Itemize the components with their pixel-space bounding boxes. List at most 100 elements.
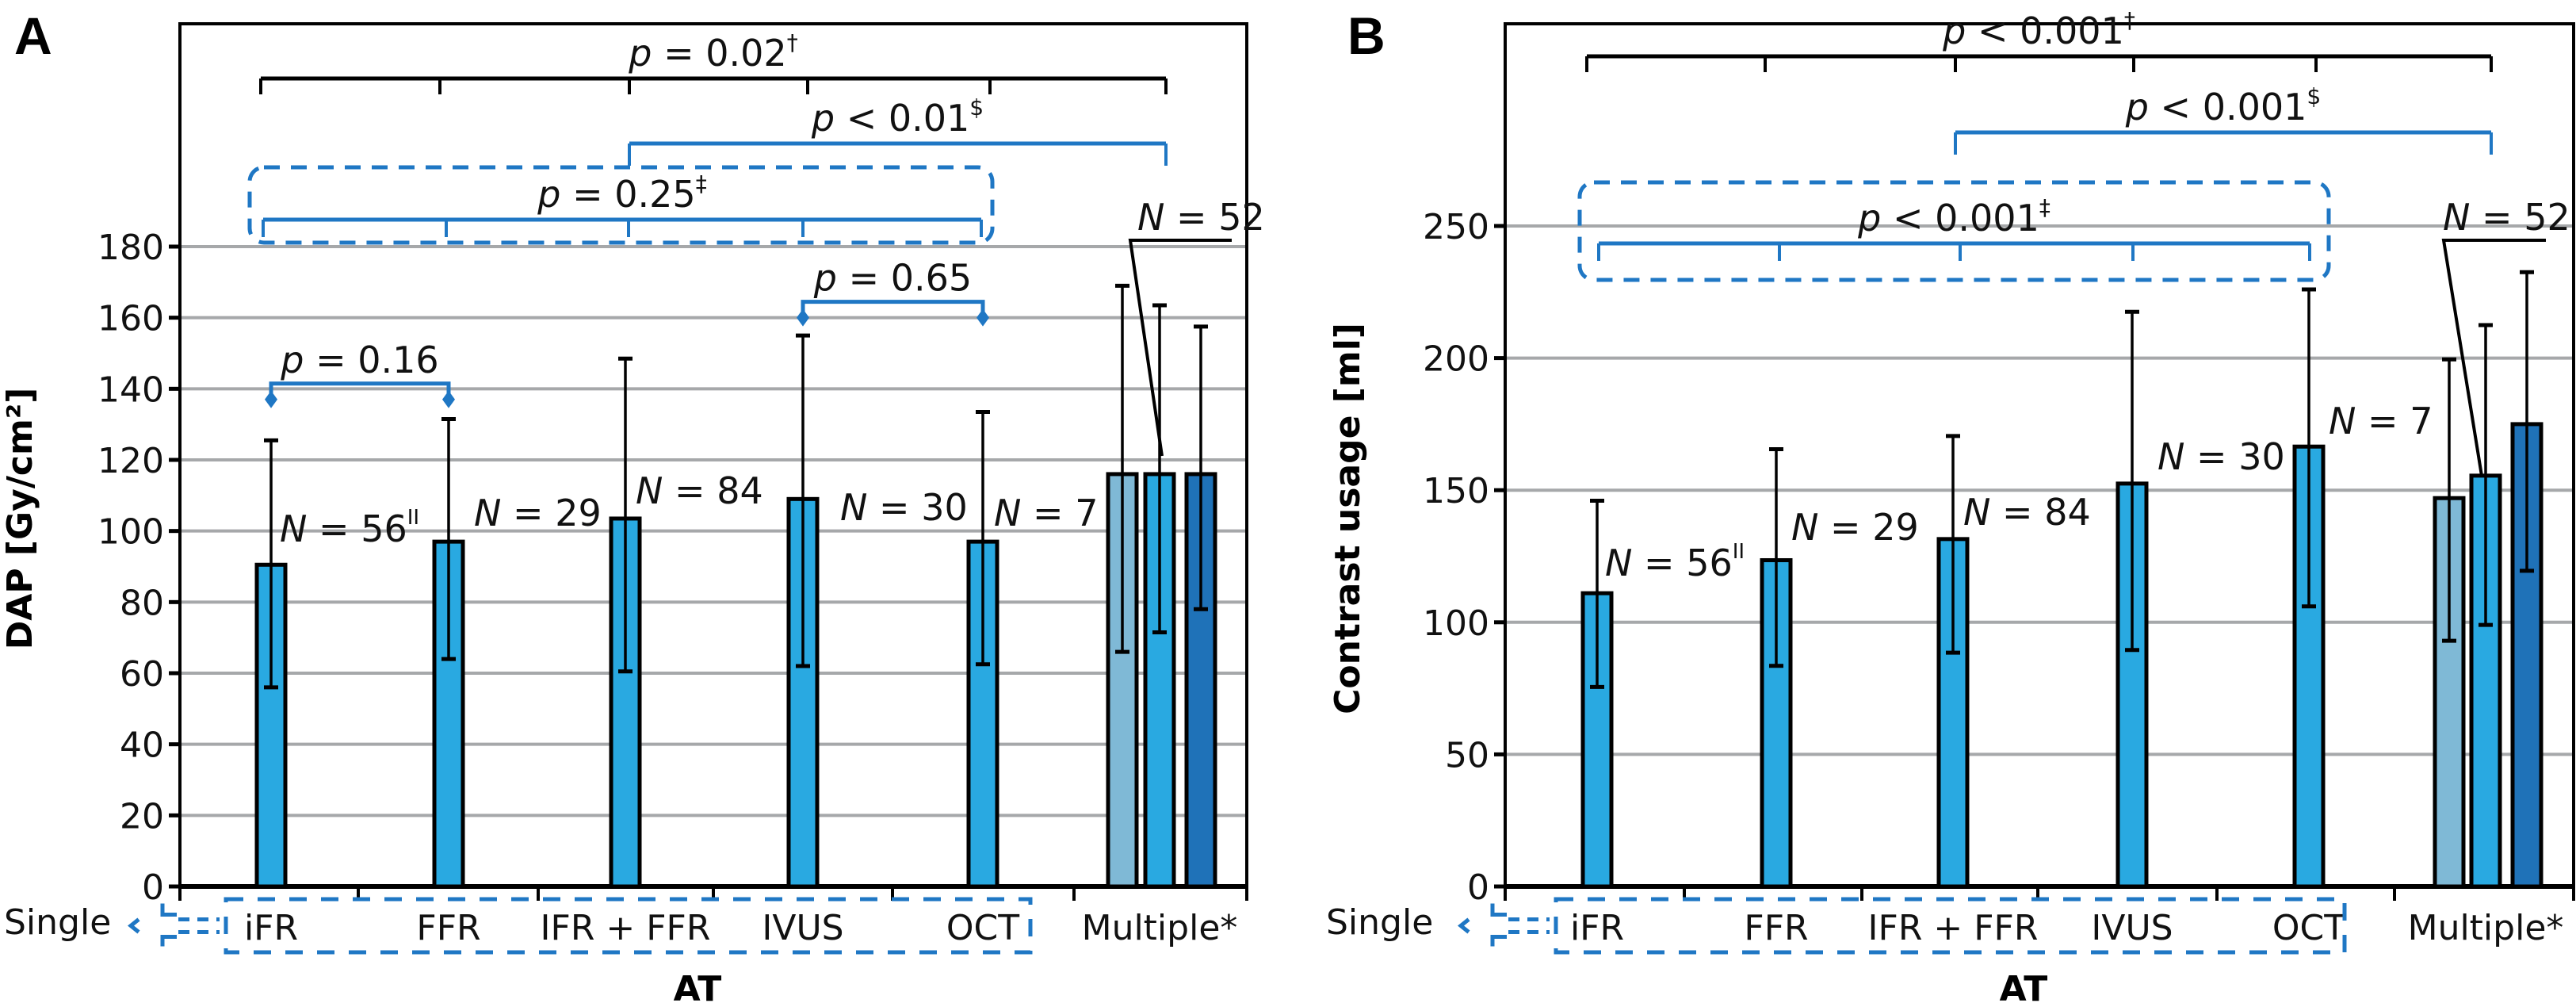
n-value: = 30 [2184,435,2284,478]
n-symbol: N [636,469,663,512]
n-value: = 84 [663,469,762,512]
comparison-bracket [801,300,985,318]
p-footnote-mark: † [2124,7,2135,33]
y-tick-label: 20 [120,796,164,837]
n-leader-line [2441,239,2546,477]
diamond-marker [797,308,809,327]
p-value: < 0.001 [1881,197,2039,239]
n-value: = 84 [1990,491,2090,534]
p-value: = 0.02 [652,32,786,75]
x-category-label: FFR [416,908,480,948]
x-category-label: FFR [1744,908,1808,948]
n-label: N = 29 [1791,506,1919,549]
n-label: N = 56II [280,506,419,550]
y-tick-label: 100 [97,512,164,553]
n-symbol: N [474,492,501,534]
p-symbol: p [2125,86,2149,128]
p-value: < 0.01 [835,97,969,140]
diamond-marker [265,390,277,408]
y-tick-label: 60 [120,654,164,695]
y-axis-title: Contrast usage [ml] [1328,323,1368,714]
p-symbol: p [1857,197,1881,239]
n-value: = 56 [1632,542,1732,584]
y-tick-label: 80 [120,583,164,623]
arrow-left-icon [1457,917,1470,934]
n-symbol: N [2443,196,2470,239]
x-category-label: IFR + FFR [541,908,711,948]
n-symbol: N [1605,542,1632,584]
x-category-label: OCT [2272,908,2345,948]
p-value-label: p = 0.65 [813,257,972,300]
p-value-label: p < 0.001$ [2125,83,2322,128]
n-value: = 7 [2356,400,2433,442]
panel-label: A [14,6,52,65]
y-tick-label: 200 [1423,339,1489,380]
n-label: N = 30 [840,486,968,529]
n-label: N = 30 [2157,435,2285,478]
p-footnote-mark: $ [969,94,984,121]
n-label: N = 84 [1963,491,2091,534]
p-footnote-mark: † [787,29,798,56]
diamond-marker [977,308,989,327]
arrow-head-top [1490,903,1507,917]
n-value: = 29 [1818,506,1918,549]
p-value-label: p = 0.02† [628,29,797,75]
p-value: < 0.001 [1966,10,2123,52]
n-value: = 29 [501,492,601,534]
y-tick-label: 160 [97,299,164,339]
plot-frame [1504,22,2575,888]
arrow-left-icon [127,917,140,934]
p-footnote-mark: ‡ [696,170,707,197]
n-value: = 52 [2470,196,2570,239]
p-footnote-mark: $ [2307,83,2321,109]
single-group-dashed-box [1577,180,2331,282]
y-tick-label: 120 [97,441,164,481]
p-value: < 0.001 [2149,86,2307,128]
n-value: = 30 [867,486,967,529]
x-category-label: OCT [946,908,1019,948]
p-footnote-mark: ‡ [2039,194,2050,220]
y-tick-label: 40 [120,726,164,766]
n-footnote-mark: II [1733,540,1745,564]
y-tick-label: 0 [1467,867,1489,908]
n-footnote-mark: II [407,506,419,530]
x-category-label: IVUS [762,908,843,948]
n-symbol: N [2329,400,2356,442]
p-symbol: p [811,97,835,140]
comparison-bracket [269,381,451,400]
x-axis-title: AT [674,969,722,1007]
p-value-label: p < 0.01$ [811,94,984,140]
n-value: = 56 [307,507,407,550]
n-label-multiple: N = 52 [1137,196,1265,239]
p-symbol: p [813,257,837,300]
single-group-box [224,897,1033,955]
n-leader-line [1128,239,1232,457]
y-tick-label: 50 [1445,735,1489,775]
p-symbol: p [537,173,560,216]
n-symbol: N [994,492,1021,534]
x-category-label: IFR + FFR [1868,908,2039,948]
n-value: = 7 [1021,492,1098,534]
p-value: = 0.25 [560,173,695,216]
n-label: N = 84 [636,469,763,512]
single-group-dashed-box [247,165,995,245]
y-tick-label: 0 [142,867,164,908]
p-value-label: p = 0.16 [280,339,438,381]
p-value-label: p < 0.001‡ [1857,194,2050,239]
x-category-label: iFR [244,908,298,948]
y-tick-label: 140 [97,369,164,410]
p-symbol: p [628,32,652,75]
p-value: = 0.16 [304,339,438,381]
single-legend-label: Single [4,902,111,943]
p-symbol: p [280,339,304,381]
diamond-marker [442,390,455,408]
p-symbol: p [1942,10,1966,52]
n-symbol: N [1791,506,1818,549]
x-category-label: Multiple* [1082,908,1238,948]
y-tick-label: 180 [97,228,164,268]
n-symbol: N [1137,196,1164,239]
n-label-multiple: N = 52 [2443,196,2570,239]
